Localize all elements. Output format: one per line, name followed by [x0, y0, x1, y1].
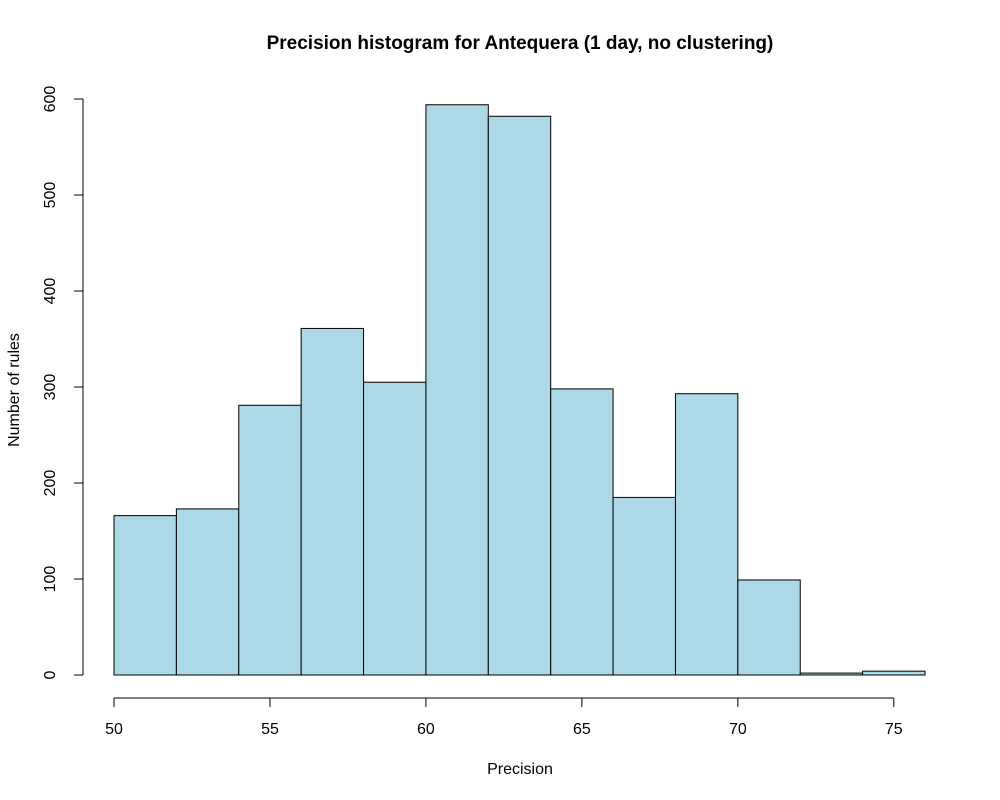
- x-axis-label: Precision: [487, 761, 553, 778]
- histogram-bar: [238, 404, 302, 676]
- histogram-bar: [487, 115, 552, 676]
- y-tick-label: 300: [42, 374, 59, 401]
- y-tick-label: 0: [42, 670, 59, 679]
- histogram-bar: [737, 579, 801, 676]
- x-tick-label: 75: [885, 721, 903, 738]
- x-tick-label: 55: [261, 721, 279, 738]
- bars-group: [113, 104, 926, 676]
- y-tick-label: 500: [42, 182, 59, 209]
- x-tick-label: 70: [729, 721, 747, 738]
- x-tick-label: 60: [417, 721, 435, 738]
- x-tick-label: 50: [105, 721, 123, 738]
- y-tick-label: 200: [42, 470, 59, 497]
- x-axis: 50 55 60 65 70 75: [105, 697, 903, 738]
- histogram-bar: [799, 672, 864, 676]
- chart-title: Precision histogram for Antequera (1 day…: [267, 33, 774, 54]
- y-tick-label: 100: [42, 566, 59, 593]
- histogram-bar: [550, 388, 614, 676]
- histogram-bar: [425, 104, 489, 676]
- histogram-bar: [363, 381, 427, 676]
- histogram-bar: [175, 508, 240, 676]
- histogram-bar: [612, 496, 676, 676]
- y-axis-label: Number of rules: [6, 333, 23, 447]
- y-axis: 0 100 200 300 400 500 600: [42, 86, 84, 679]
- histogram-bar: [113, 515, 177, 676]
- x-tick-label: 65: [573, 721, 591, 738]
- y-tick-label: 600: [42, 86, 59, 113]
- histogram-bar: [300, 327, 365, 676]
- histogram-bar: [862, 670, 926, 676]
- y-tick-label: 400: [42, 278, 59, 305]
- histogram-bar: [674, 393, 739, 676]
